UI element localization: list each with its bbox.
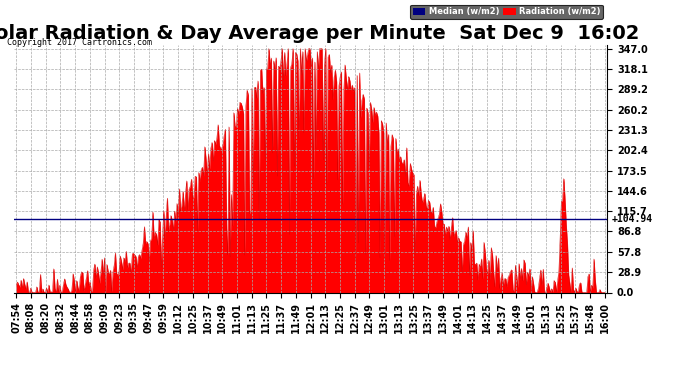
- Legend: Median (w/m2), Radiation (w/m2): Median (w/m2), Radiation (w/m2): [410, 4, 603, 19]
- Title: Solar Radiation & Day Average per Minute  Sat Dec 9  16:02: Solar Radiation & Day Average per Minute…: [0, 24, 640, 44]
- Text: +104.94: +104.94: [612, 214, 653, 224]
- Text: Copyright 2017 Cartronics.com: Copyright 2017 Cartronics.com: [7, 38, 152, 47]
